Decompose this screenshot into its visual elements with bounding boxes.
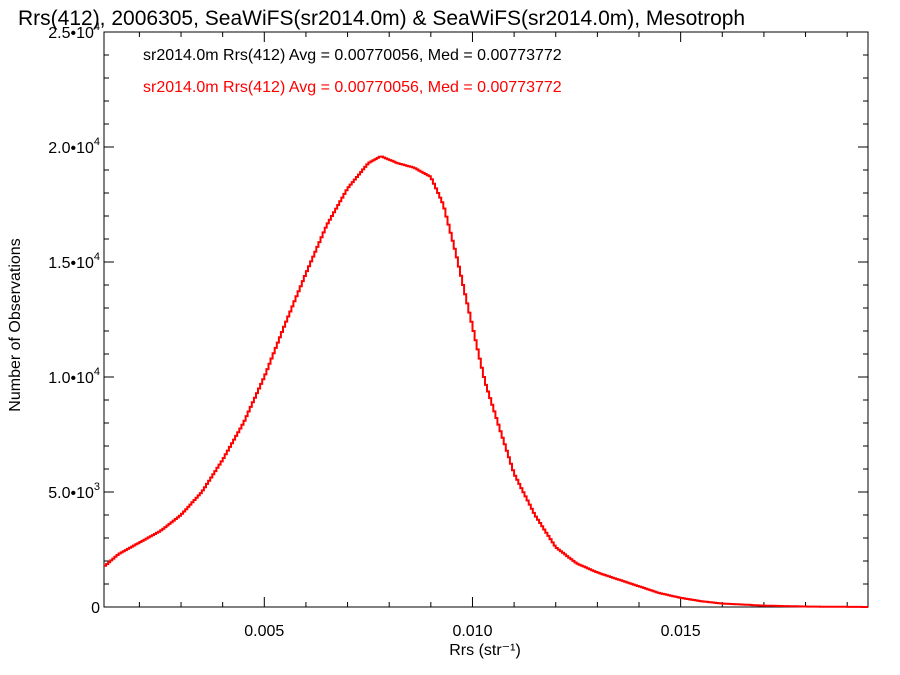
plot-frame <box>103 31 869 608</box>
axis-ticks <box>104 31 868 608</box>
y-tick-labels: 0 5.0•103 1.0•104 1.5•104 2.0•104 2.5•104 <box>48 21 100 617</box>
y-tick-label: 2.5•104 <box>48 21 100 42</box>
y-tick-label: 0 <box>91 600 100 617</box>
y-axis-label: Number of Observations <box>7 238 24 411</box>
y-tick-label: 1.0•104 <box>48 366 100 387</box>
y-tick-label: 5.0•103 <box>48 481 100 502</box>
x-tick-label: 0.010 <box>452 623 492 640</box>
x-axis-label: Rrs (str⁻¹) <box>449 642 521 659</box>
y-tick-label: 2.0•104 <box>48 136 100 157</box>
series-line-red <box>104 155 868 608</box>
chart-title: Rrs(412), 2006305, SeaWiFS(sr2014.0m) & … <box>18 7 745 30</box>
legend: sr2014.0m Rrs(412) Avg = 0.00770056, Med… <box>143 47 562 96</box>
x-tick-label: 0.005 <box>244 623 284 640</box>
x-tick-labels: 0.005 0.010 0.015 <box>244 623 700 640</box>
y-tick-label: 1.5•104 <box>48 251 100 272</box>
legend-entry-red: sr2014.0m Rrs(412) Avg = 0.00770056, Med… <box>143 79 562 96</box>
x-tick-label: 0.015 <box>661 623 701 640</box>
legend-entry-black: sr2014.0m Rrs(412) Avg = 0.00770056, Med… <box>143 47 562 64</box>
